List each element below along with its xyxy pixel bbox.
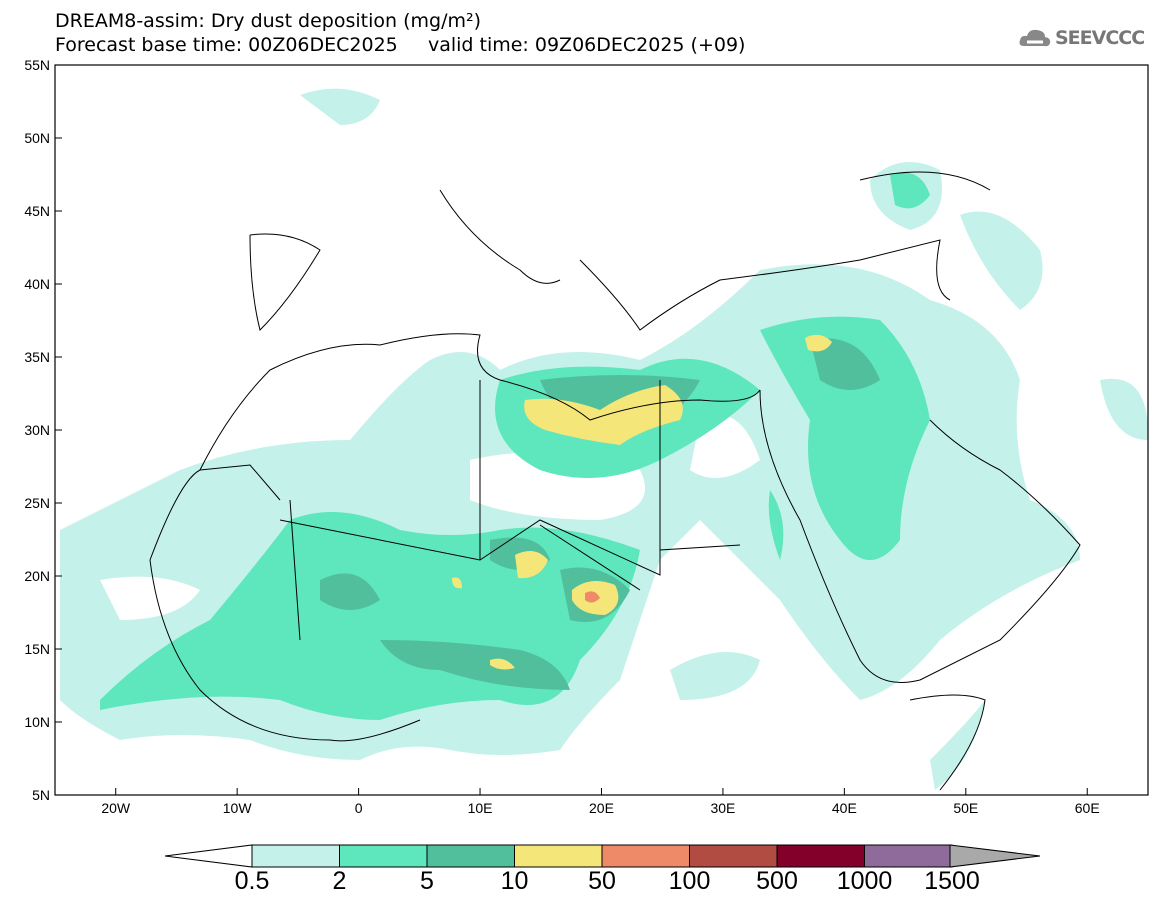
lon-label: 40E [832,800,857,816]
colorbar-label: 500 [756,867,798,895]
colorbar-label: 2 [332,867,347,895]
lon-label: 60E [1075,800,1100,816]
colorbar-min-arrow [164,844,253,868]
colorbar-label: 5 [420,867,434,895]
colorbar-label: 50 [588,867,616,895]
cloud-icon [1019,29,1051,47]
colorbar-label: 10 [500,867,529,895]
colorbar-swatch [514,844,603,868]
lat-label: 15N [24,641,50,657]
map-title: DREAM8-assim: Dry dust deposition (mg/m²… [55,10,482,32]
colorbar-swatch [426,844,515,868]
lat-label: 55N [24,57,50,73]
lat-label: 20N [24,568,50,584]
lat-label: 30N [24,422,50,438]
colorbar-label: 100 [668,867,711,895]
colorbar-swatch [776,844,865,868]
colorbar-swatch [339,844,428,868]
colorbar-swatch [251,844,340,868]
seevccc-logo: SEEVCCC [1018,26,1145,50]
lon-label: 20E [589,800,614,816]
colorbar [164,844,1041,868]
coastlines [149,171,1081,791]
lat-label: 5N [32,787,50,803]
colorbar-swatch [601,844,690,868]
dust-field [60,88,1148,790]
lat-label: 35N [24,349,50,365]
logo-text: SEEVCCC [1055,27,1145,49]
lat-label: 40N [24,276,50,292]
axes: 55N 50N 45N 40N 35N 30N 25N 20N 15N 10N 5N 20W 10W 0 1… [24,57,1099,816]
colorbar-swatch [689,844,778,868]
lon-label: 10E [468,800,493,816]
forecast-times: Forecast base time: 00Z06DEC2025 valid t… [55,34,746,56]
lon-label: 30E [710,800,735,816]
lat-label: 10N [24,714,50,730]
colorbar-label: 0.5 [234,867,270,895]
level-50 [585,591,600,603]
lat-label: 45N [24,203,50,219]
colorbar-label: 1500 [924,867,980,895]
lon-label: 0 [355,800,363,816]
colorbar-swatch [864,844,953,868]
lon-label: 20W [101,800,131,816]
colorbar-label: 1000 [836,867,893,895]
colorbar-max-arrow [949,844,1041,868]
lat-label: 50N [24,130,50,146]
lat-label: 25N [24,495,50,511]
lon-label: 10W [223,800,253,816]
lon-label: 50E [953,800,978,816]
